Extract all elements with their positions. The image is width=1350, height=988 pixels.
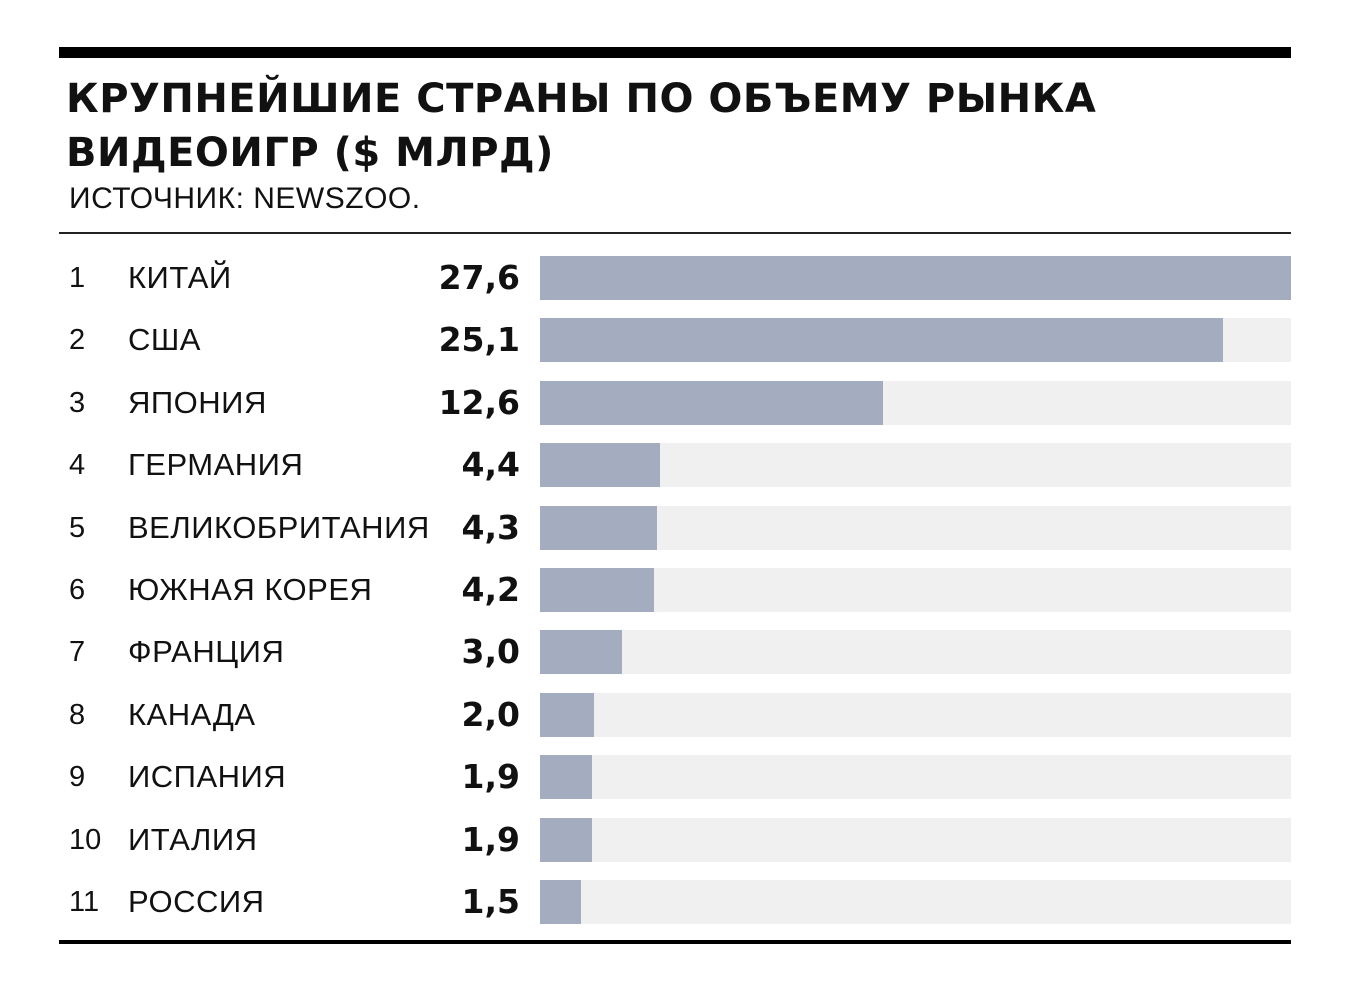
- bar: [540, 880, 581, 924]
- value-label: 4,2: [461, 570, 520, 609]
- bar-row: 1 КИТАЙ 27,6: [0, 255, 1350, 301]
- bar-track: [540, 443, 1291, 488]
- bar: [540, 256, 1291, 300]
- value-label: 2,0: [461, 694, 520, 734]
- rank-label: 5: [69, 511, 86, 544]
- rank-label: 3: [69, 386, 86, 419]
- rank-label: 7: [69, 636, 86, 669]
- bar-track: [540, 630, 1291, 675]
- chart-title-line-2: ВИДЕОИГР ($ МЛРД): [66, 130, 554, 176]
- rank-label: 8: [69, 698, 86, 731]
- value-label: 3,0: [461, 632, 520, 672]
- value-label: 12,6: [438, 382, 520, 422]
- rank-label: 6: [69, 574, 86, 606]
- bar-row: 4 ГЕРМАНИЯ 4,4: [0, 442, 1350, 488]
- value-label: 1,9: [461, 819, 520, 859]
- country-label: ВЕЛИКОБРИТАНИЯ: [128, 509, 430, 545]
- chart-title-line-1: КРУПНЕЙШИЕ СТРАНЫ ПО ОБЪЕМУ РЫНКА: [66, 76, 1097, 122]
- country-label: ИСПАНИЯ: [128, 759, 287, 795]
- bar-track: [540, 692, 1291, 737]
- bar-row: 11 РОССИЯ 1,5: [0, 879, 1350, 925]
- value-label: 27,6: [438, 258, 520, 297]
- country-label: ГЕРМАНИЯ: [128, 447, 304, 483]
- bottom-rule: [59, 940, 1291, 944]
- country-label: КИТАЙ: [128, 260, 232, 295]
- bar-track: [540, 755, 1291, 800]
- bar-track: [540, 505, 1291, 550]
- bar-row: 8 КАНАДА 2,0: [0, 692, 1350, 738]
- country-label: ЯПОНИЯ: [128, 384, 267, 420]
- country-label: ИТАЛИЯ: [128, 821, 258, 857]
- bar: [540, 817, 592, 862]
- bar-row: 3 ЯПОНИЯ 12,6: [0, 380, 1350, 426]
- value-label: 1,9: [461, 757, 520, 797]
- bar: [540, 443, 660, 488]
- value-label: 4,4: [461, 445, 520, 485]
- bar-row: 5 ВЕЛИКОБРИТАНИЯ 4,3: [0, 505, 1350, 551]
- value-label: 25,1: [438, 320, 520, 360]
- bar-row: 10 ИТАЛИЯ 1,9: [0, 817, 1350, 863]
- rank-label: 10: [69, 823, 102, 856]
- header-divider: [59, 232, 1291, 234]
- rank-label: 11: [69, 886, 100, 918]
- bar-track: [540, 817, 1291, 862]
- bar: [540, 692, 595, 737]
- bar: [540, 318, 1223, 363]
- rank-label: 1: [69, 262, 86, 294]
- bar-track: [540, 880, 1291, 924]
- value-label: 1,5: [461, 882, 520, 921]
- bar-track: [540, 256, 1291, 300]
- bar-track: [540, 568, 1291, 612]
- bar-row: 9 ИСПАНИЯ 1,9: [0, 754, 1350, 800]
- country-label: КАНАДА: [128, 696, 256, 732]
- country-label: ЮЖНАЯ КОРЕЯ: [128, 572, 373, 607]
- chart-title: КРУПНЕЙШИЕ СТРАНЫ ПО ОБЪЕМУ РЫНКА ВИДЕОИ…: [66, 72, 1266, 180]
- bar-row: 6 ЮЖНАЯ КОРЕЯ 4,2: [0, 567, 1350, 613]
- chart-source: ИСТОЧНИК: NEWSZOO.: [69, 182, 421, 215]
- bar: [540, 505, 657, 550]
- bar-track: [540, 318, 1291, 363]
- country-label: ФРАНЦИЯ: [128, 634, 285, 670]
- bar-row: 2 США 25,1: [0, 317, 1350, 363]
- bar: [540, 568, 655, 612]
- rank-label: 9: [69, 761, 86, 794]
- bar: [540, 755, 592, 800]
- bar: [540, 630, 622, 675]
- top-rule: [59, 47, 1291, 58]
- rank-label: 2: [69, 324, 86, 357]
- country-label: РОССИЯ: [128, 884, 265, 919]
- bar-track: [540, 380, 1291, 425]
- country-label: США: [128, 322, 201, 358]
- rank-label: 4: [69, 449, 86, 482]
- bar-row: 7 ФРАНЦИЯ 3,0: [0, 629, 1350, 675]
- value-label: 4,3: [461, 507, 520, 547]
- bar: [540, 380, 883, 425]
